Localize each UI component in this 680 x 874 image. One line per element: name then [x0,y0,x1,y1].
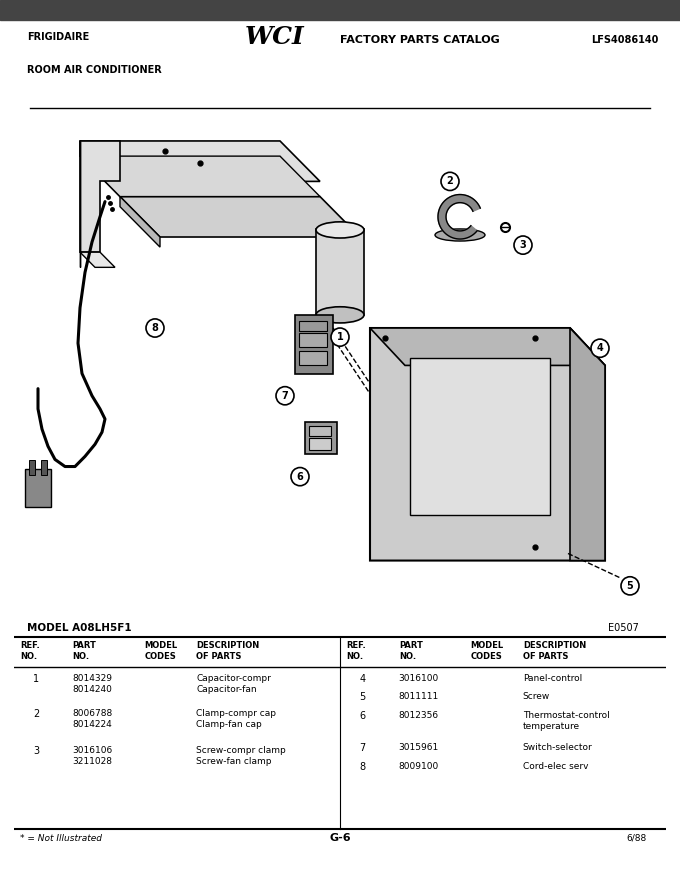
Polygon shape [438,195,480,239]
Bar [309,427,331,436]
Text: 6: 6 [296,472,303,482]
Circle shape [591,339,609,357]
Text: REF.
NO.: REF. NO. [20,642,40,661]
Text: ROOM AIR CONDITIONER: ROOM AIR CONDITIONER [27,66,162,75]
Bar [29,461,35,475]
Text: Panel-control: Panel-control [523,674,582,683]
Text: 2: 2 [33,709,39,718]
Polygon shape [570,328,605,560]
Text: MODEL
CODES: MODEL CODES [471,642,504,661]
Bar [305,422,337,454]
Text: 8: 8 [360,762,366,772]
Text: 6: 6 [360,711,366,721]
Text: Clamp-compr cap
Clamp-fan cap: Clamp-compr cap Clamp-fan cap [197,709,276,729]
Text: WCI: WCI [245,25,305,49]
Text: MODEL
CODES: MODEL CODES [144,642,177,661]
Ellipse shape [316,307,364,323]
Text: DESCRIPTION
OF PARTS: DESCRIPTION OF PARTS [197,642,260,661]
Polygon shape [80,141,120,197]
Text: FRIGIDAIRE: FRIGIDAIRE [27,32,90,42]
Ellipse shape [316,222,364,238]
Text: 7: 7 [282,391,288,401]
Text: 8012356: 8012356 [398,711,439,720]
Bar [299,351,327,365]
Circle shape [441,172,459,191]
Text: Capacitor-compr
Capacitor-fan: Capacitor-compr Capacitor-fan [197,674,271,694]
Text: Cord-elec serv: Cord-elec serv [523,762,588,771]
Text: E0507: E0507 [608,623,639,633]
Ellipse shape [435,229,485,241]
Text: PART
NO.: PART NO. [398,642,423,661]
Polygon shape [410,358,550,515]
Text: Thermostat-control
temperature: Thermostat-control temperature [523,711,609,731]
Circle shape [291,468,309,486]
Text: 3: 3 [33,746,39,756]
Text: 3016106
3211028: 3016106 3211028 [72,746,113,766]
Text: 3016100: 3016100 [398,674,439,683]
Text: 4: 4 [360,674,366,683]
Bar [299,333,327,347]
Circle shape [276,386,294,405]
Polygon shape [80,253,115,267]
Text: 4: 4 [596,343,603,353]
Polygon shape [80,156,320,197]
Polygon shape [120,197,160,247]
Text: 5: 5 [360,692,366,703]
Text: DESCRIPTION
OF PARTS: DESCRIPTION OF PARTS [523,642,586,661]
Text: FACTORY PARTS CATALOG: FACTORY PARTS CATALOG [340,35,500,45]
Polygon shape [80,141,320,182]
Bar [299,321,327,331]
Text: REF.
NO.: REF. NO. [347,642,367,661]
Circle shape [146,319,164,337]
Text: 3015961: 3015961 [398,743,439,753]
Circle shape [514,236,532,254]
Text: G-6: G-6 [329,833,351,843]
Text: 1: 1 [337,332,343,342]
Text: 7: 7 [360,743,366,753]
Text: MODEL A08LH5F1: MODEL A08LH5F1 [27,623,131,633]
Polygon shape [370,328,605,365]
Polygon shape [80,141,120,253]
Bar [316,229,364,315]
Text: 3: 3 [520,240,526,250]
Bar [41,461,47,475]
Text: 6/88: 6/88 [626,834,647,843]
Bar [295,315,333,373]
Text: 8014329
8014240: 8014329 8014240 [72,674,112,694]
Polygon shape [120,197,360,237]
Circle shape [331,328,349,346]
Text: Screw: Screw [523,692,550,701]
Text: * = Not Illustrated: * = Not Illustrated [20,834,102,843]
Text: LFS4086140: LFS4086140 [592,35,659,45]
Text: 8011111: 8011111 [398,692,439,701]
Bar [0,0,680,20]
Text: 8009100: 8009100 [398,762,439,771]
Text: 2: 2 [447,177,454,186]
Text: 8: 8 [152,323,158,333]
Bar [25,468,51,507]
Text: Switch-selector: Switch-selector [523,743,592,753]
Text: Screw-compr clamp
Screw-fan clamp: Screw-compr clamp Screw-fan clamp [197,746,286,766]
Circle shape [621,577,639,595]
Bar [309,438,331,450]
Text: PART
NO.: PART NO. [72,642,97,661]
Text: 8006788
8014224: 8006788 8014224 [72,709,113,729]
Text: 1: 1 [33,674,39,683]
Polygon shape [370,328,605,560]
Text: 5: 5 [627,581,633,591]
